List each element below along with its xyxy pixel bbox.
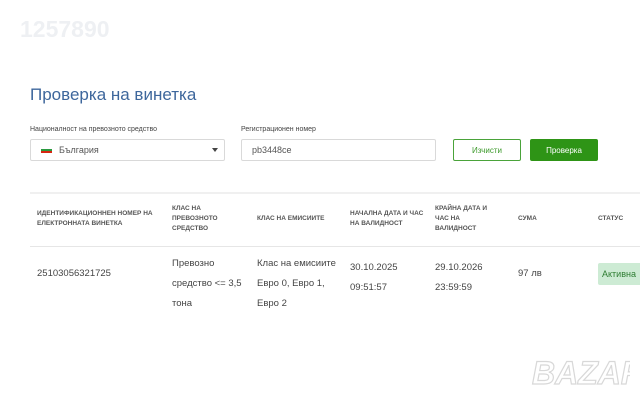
watermark-number: 1257890 [20,16,110,42]
cell-end: 29.10.2026 23:59:59 [435,262,483,293]
nationality-value: България [59,145,99,155]
bazar-logo: BAZAR [531,354,630,391]
check-button[interactable]: Проверка [530,139,598,161]
header-divider [30,246,640,247]
header-id: Идентификационнен номер на електронната … [37,210,153,227]
header-vehicle-class: Клас на превозното средство [172,205,218,232]
cell-start: 30.10.2025 09:51:57 [350,262,398,293]
cell-vehicle-class: Превозно средство <= 3,5 тона [172,258,242,309]
table-top-divider [30,192,640,194]
bulgaria-flag-icon [41,147,52,153]
chevron-down-icon [212,148,218,152]
reg-label: Регистрационен номер [241,126,316,133]
header-emission-class: Клас на емисиите [257,215,325,222]
cell-emission-class: Клас на емисиите Евро 0, Евро 1, Евро 2 [257,258,336,309]
header-amount: Сума [518,215,537,222]
nationality-label: Националност на превозното средство [30,126,157,133]
page-title: Проверка на винетка [30,85,197,104]
cell-id: 25103056321725 [37,268,111,279]
cell-amount: 97 лв [518,268,542,279]
header-end: Крайна дата и час на валидност [435,205,488,232]
status-badge: Активна [598,263,640,285]
clear-button[interactable]: Изчисти [453,139,521,161]
reg-number-input[interactable]: pb3448ce [241,139,436,161]
nationality-select[interactable]: България [30,139,225,161]
header-status: Статус [598,215,624,222]
header-start: Начална дата и час на валидност [350,210,424,227]
reg-number-value: pb3448ce [252,145,292,155]
bazar-logo-text: BAZAR [532,355,630,391]
